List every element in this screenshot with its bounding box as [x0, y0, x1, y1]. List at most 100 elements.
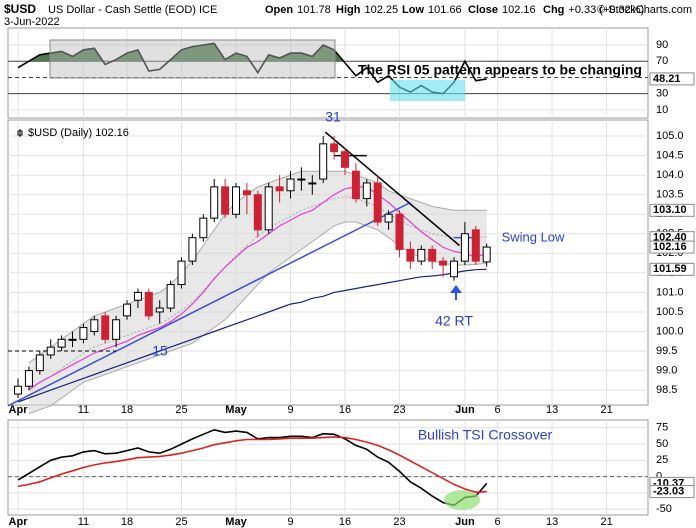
y-tick-label: 25 — [656, 454, 668, 466]
x-tick-label: 18 — [121, 404, 133, 416]
x-tick-label: Apr — [9, 404, 29, 416]
candle-body — [406, 248, 415, 262]
x-tick-label: 23 — [393, 404, 405, 416]
chart-title: $USD (Daily) 102.16 — [28, 127, 129, 139]
y-tick-label: 104.5 — [656, 149, 684, 161]
moving-average — [17, 268, 487, 403]
candle-body — [308, 182, 317, 185]
candle-body — [101, 315, 110, 340]
x-tick-label: 13 — [546, 404, 558, 416]
y-tick-label: 0 — [656, 471, 662, 483]
credit: © StockCharts.com — [597, 4, 692, 16]
x-tick-label: 16 — [339, 516, 351, 528]
candle-body — [14, 385, 23, 395]
candle-body — [188, 237, 197, 262]
panel-frame — [7, 27, 649, 119]
price-label-box — [649, 72, 695, 86]
moving-average — [28, 186, 487, 391]
candle-body — [221, 186, 230, 215]
highlight-ellipse — [444, 490, 480, 510]
stat-label: Close — [468, 4, 498, 16]
stat-value: 102.16 — [502, 4, 536, 16]
candle-body — [417, 248, 426, 262]
y-tick-label: -50 — [656, 503, 672, 515]
candle-body — [35, 354, 44, 372]
highlight-box — [390, 80, 465, 101]
stat-label: Open — [265, 4, 293, 16]
price-label: 101.59 — [653, 263, 687, 275]
line — [17, 428, 488, 507]
highlight-box — [49, 39, 336, 79]
annotation-shapes — [49, 39, 480, 510]
x-tick-label: 23 — [393, 516, 405, 528]
candle-body — [471, 229, 480, 262]
candle-body — [428, 248, 437, 262]
candle-body — [90, 319, 99, 333]
candle-body — [242, 190, 251, 196]
x-tick-label: 25 — [175, 404, 187, 416]
y-tick-label: 70 — [656, 55, 668, 67]
price-label: 48.21 — [653, 73, 681, 85]
candle-body — [46, 346, 55, 356]
annotation: 31 — [325, 109, 341, 125]
stat-label: Low — [402, 4, 424, 16]
arrow — [450, 285, 462, 300]
candle-body — [24, 370, 33, 387]
candle-body — [373, 182, 382, 223]
y-tick-label: 103.5 — [656, 189, 684, 201]
panel: 105.0104.5104.0103.5103.0102.5102.0101.5… — [7, 109, 695, 528]
panel: 90 70 30 10 The RSI 05 pattern appears to be… — [7, 27, 695, 119]
stat-value: 101.78 — [297, 4, 331, 16]
candle-body — [319, 143, 328, 180]
y-tick-label: 50 — [656, 438, 668, 450]
symbol: $USD — [4, 2, 36, 16]
candle-body — [253, 194, 262, 231]
candle-body — [286, 178, 295, 192]
line — [17, 436, 487, 494]
x-tick-label: 6 — [495, 404, 501, 416]
y-tick-label: 100.0 — [656, 325, 684, 337]
x-tick-label: Apr — [9, 516, 29, 528]
x-tick-label: 6 — [495, 516, 501, 528]
stat-value: 101.66 — [428, 4, 462, 16]
stat-label: High — [336, 4, 361, 16]
date: 3-Jun-2022 — [4, 16, 60, 28]
candle-body — [199, 217, 208, 239]
candle-body — [351, 170, 360, 200]
candle-body — [57, 338, 66, 348]
candle-body — [68, 338, 77, 341]
candle-body — [460, 233, 469, 262]
stat-label: Chg — [543, 4, 564, 16]
price-label: -23.03 — [653, 486, 684, 498]
candle-body — [155, 307, 164, 313]
legend-icon — [17, 129, 23, 137]
y-tick-label: 10 — [656, 104, 668, 116]
candle-body — [144, 291, 153, 317]
x-tick-label: Jun — [455, 516, 475, 528]
candle-body — [297, 178, 306, 181]
candle-body — [123, 303, 132, 317]
x-tick-label: 9 — [287, 516, 293, 528]
candle-body — [482, 246, 491, 263]
y-tick-label: 105.0 — [656, 130, 684, 142]
band-area — [28, 171, 487, 414]
annotation: 42 RT — [435, 313, 473, 329]
y-tick-label: 30 — [656, 88, 668, 100]
price-label-box — [649, 203, 695, 217]
candle-body — [384, 213, 393, 223]
instrument-name: US Dollar - Cash Settle (EOD) ICE — [48, 4, 217, 16]
x-tick-label: 25 — [175, 516, 187, 528]
y-tick-label: 98.5 — [656, 384, 677, 396]
candle-body — [341, 151, 350, 168]
x-tick-label: 9 — [287, 404, 293, 416]
price-label-box — [649, 485, 695, 499]
candle-body — [210, 186, 219, 219]
x-tick-label: 21 — [600, 404, 612, 416]
price-label-box — [649, 262, 695, 276]
y-tick-label: 101.0 — [656, 286, 684, 298]
x-tick-label: 21 — [600, 516, 612, 528]
price-label: 103.10 — [653, 204, 687, 216]
